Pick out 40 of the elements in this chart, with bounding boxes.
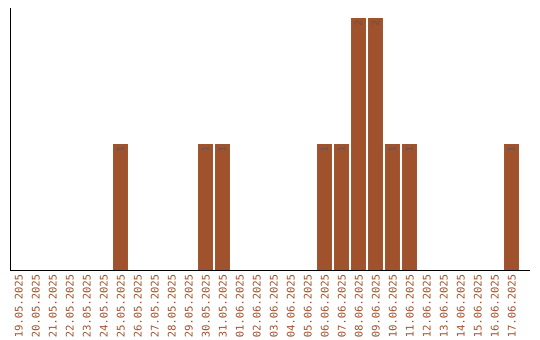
data-label: 1: [116, 146, 126, 152]
x-tick-label: 14.06.2025: [456, 274, 468, 338]
data-label: 1: [218, 146, 228, 152]
x-tick-label: 19.05.2025: [14, 274, 26, 338]
x-tick-label: 09.06.2025: [370, 274, 382, 338]
x-tick-label: 11.06.2025: [404, 274, 416, 338]
data-label: 1: [320, 146, 330, 152]
x-tick-label: 28.05.2025: [166, 274, 178, 338]
x-tick-label: 13.06.2025: [438, 274, 450, 338]
x-tick-label: 30.05.2025: [200, 274, 212, 338]
data-label: 1: [338, 146, 348, 152]
x-tick-label: 26.05.2025: [132, 274, 144, 338]
x-tick-label: 10.06.2025: [388, 274, 400, 338]
x-tick-label: 27.05.2025: [150, 274, 162, 338]
x-tick-label: 24.05.2025: [98, 274, 110, 338]
x-tick-label: 16.06.2025: [490, 274, 502, 338]
data-label: 1: [388, 146, 398, 152]
x-tick-label: 23.05.2025: [82, 274, 94, 338]
x-tick-label: 03.06.2025: [268, 274, 280, 338]
x-tick-label: 21.05.2025: [48, 274, 60, 338]
x-tick-label: 29.05.2025: [184, 274, 196, 338]
data-label: 1: [508, 146, 518, 152]
data-label: 1: [406, 146, 416, 152]
x-tick-label: 25.05.2025: [116, 274, 128, 338]
x-tick-label: 05.06.2025: [302, 274, 314, 338]
x-tick-label: 15.06.2025: [472, 274, 484, 338]
x-tick-label: 07.06.2025: [336, 274, 348, 338]
x-tick-label: 02.06.2025: [252, 274, 264, 338]
x-tick-label: 04.06.2025: [286, 274, 298, 338]
x-tick-label: 22.05.2025: [64, 274, 76, 338]
x-tick-label: 01.06.2025: [234, 274, 246, 338]
data-label: 1: [202, 146, 212, 152]
x-tick-label: 08.06.2025: [354, 274, 366, 338]
x-tick-label: 31.05.2025: [218, 274, 230, 338]
x-tick-label: 06.06.2025: [320, 274, 332, 338]
x-tick-label: 17.06.2025: [506, 274, 518, 338]
data-label: 2: [354, 20, 364, 26]
x-tick-label: 12.06.2025: [422, 274, 434, 338]
x-tick-label: 20.05.2025: [30, 274, 42, 338]
data-label: 2: [372, 20, 382, 26]
